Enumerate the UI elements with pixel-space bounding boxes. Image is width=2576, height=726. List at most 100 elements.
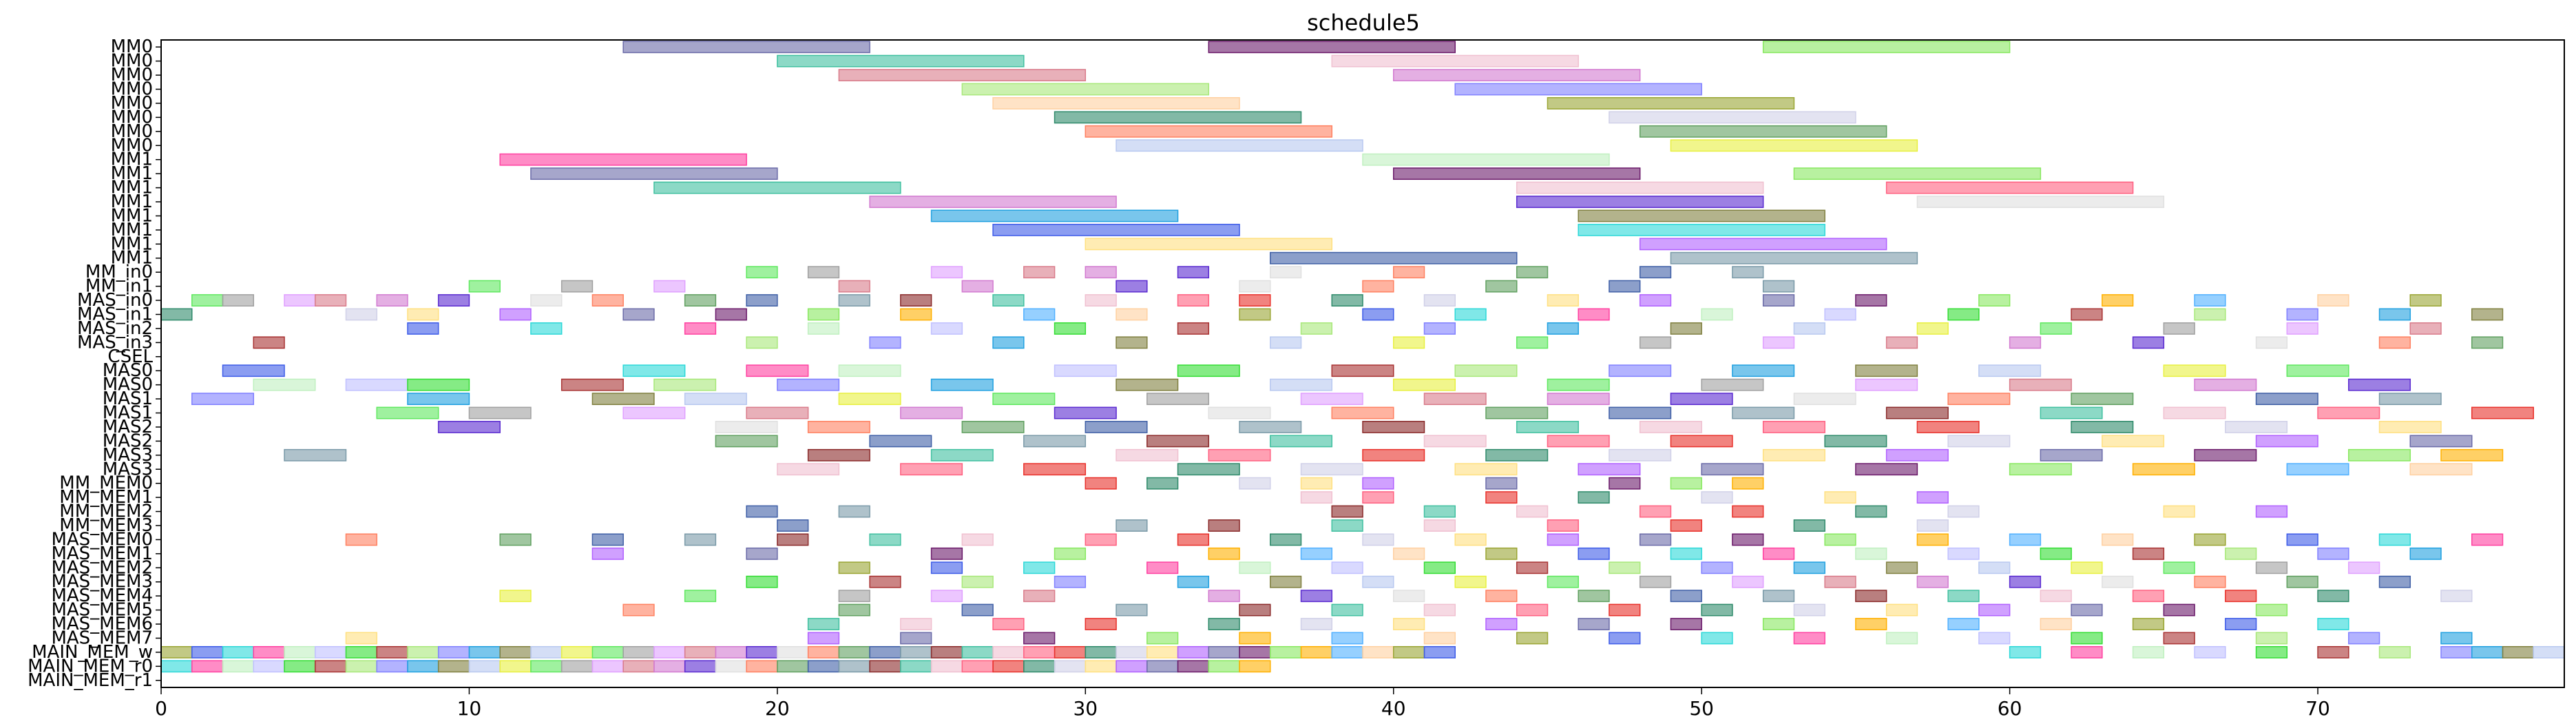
y-tick-label: MAIN_MEM_r1: [28, 670, 153, 691]
task-bar: [2286, 322, 2318, 335]
task-bar: [1023, 645, 1056, 658]
task-bar: [1300, 645, 1333, 658]
task-bar: [591, 645, 624, 658]
task-bar: [1824, 533, 1856, 546]
task-bar: [2225, 590, 2257, 603]
task-bar: [2225, 618, 2257, 630]
task-bar: [930, 378, 994, 391]
task-bar: [2009, 378, 2072, 391]
task-bar: [684, 322, 717, 335]
y-tick-label: MM1: [111, 178, 153, 198]
task-bar: [1978, 561, 2011, 574]
task-bar: [1547, 378, 1610, 391]
task-bar: [1085, 238, 1333, 251]
task-bar: [2194, 533, 2226, 546]
task-bar: [777, 54, 1025, 68]
task-bar: [1639, 505, 1672, 518]
task-bar: [345, 308, 377, 321]
task-bar: [807, 308, 840, 321]
task-bar: [2102, 435, 2165, 448]
task-bar: [1578, 618, 1610, 630]
task-bar: [1331, 364, 1394, 377]
task-bar: [1423, 322, 1456, 335]
task-bar: [1300, 477, 1333, 490]
y-tick-label: MAS_MEM1: [51, 543, 153, 564]
y-tick-label: MAS_MEM6: [51, 614, 153, 634]
task-bar: [2440, 645, 2473, 658]
task-bar: [1639, 533, 1672, 546]
task-bar: [1516, 421, 1579, 433]
task-bar: [1547, 533, 1579, 546]
task-bar: [1639, 336, 1672, 349]
task-bar: [869, 660, 901, 673]
task-bar: [2440, 632, 2473, 645]
task-bar: [2255, 435, 2318, 448]
task-bar: [1516, 336, 1549, 349]
task-bar: [2132, 336, 2165, 349]
task-bar: [1177, 266, 1210, 279]
task-bar: [622, 41, 870, 54]
task-bar: [1054, 645, 1087, 658]
task-bar: [1978, 364, 2042, 377]
task-bar: [1239, 660, 1271, 673]
task-bar: [838, 280, 870, 293]
task-bar: [499, 533, 532, 546]
y-tick-label: MAS0: [103, 360, 153, 381]
task-bar: [1578, 308, 1610, 321]
task-bar: [1300, 590, 1333, 603]
task-bar: [1423, 645, 1456, 658]
task-bar: [1609, 111, 1856, 124]
task-bar: [2071, 561, 2103, 574]
task-bar: [284, 448, 347, 461]
task-bar: [622, 603, 655, 616]
task-bar: [1270, 435, 1333, 448]
task-bar: [1454, 463, 1518, 476]
task-bar: [930, 266, 963, 279]
task-bar: [1054, 547, 1087, 560]
task-bar: [376, 294, 408, 307]
task-bar: [1300, 463, 1363, 476]
task-bar: [1392, 547, 1425, 560]
task-bar: [1824, 435, 1887, 448]
task-bar: [1947, 505, 1980, 518]
task-bar: [777, 645, 809, 658]
task-bar: [2009, 336, 2042, 349]
task-bar: [1423, 603, 1456, 616]
task-bar: [2163, 561, 2195, 574]
task-bar: [2132, 463, 2195, 476]
task-bar: [1023, 561, 1056, 574]
task-bar: [1609, 477, 1641, 490]
task-bar: [1978, 632, 2011, 645]
task-bar: [746, 547, 778, 560]
task-bar: [407, 393, 470, 406]
task-bar: [1054, 660, 1087, 673]
task-bar: [2255, 505, 2288, 518]
y-tick-label: MAIN_MEM_w: [32, 642, 153, 663]
task-bar: [1701, 308, 1733, 321]
task-bar: [992, 660, 1025, 673]
task-bar: [1208, 618, 1240, 630]
task-bar: [992, 294, 1025, 307]
task-bar: [2009, 533, 2042, 546]
task-bar: [407, 308, 439, 321]
task-bar: [1855, 590, 1887, 603]
task-bar: [2194, 448, 2257, 461]
task-bar: [746, 364, 809, 377]
task-bar: [253, 336, 285, 349]
y-axis-labels: MM0MM0MM0MM0MM0MM0MM0MM0MM1MM1MM1MM1MM1M…: [28, 37, 161, 691]
task-bar: [1423, 561, 1456, 574]
task-bar: [807, 660, 840, 673]
task-bar: [1947, 308, 1980, 321]
task-bar: [530, 294, 563, 307]
task-bar: [1639, 125, 1887, 138]
task-bar: [1639, 294, 1672, 307]
task-bar: [1732, 406, 1795, 419]
task-bar: [1362, 153, 1610, 166]
task-bar: [1824, 575, 1856, 588]
task-bar: [1208, 645, 1240, 658]
task-bar: [2348, 561, 2380, 574]
task-bar: [2255, 632, 2288, 645]
task-bar: [930, 561, 963, 574]
y-tick-label: MM0: [111, 107, 153, 127]
task-bar: [1392, 336, 1425, 349]
